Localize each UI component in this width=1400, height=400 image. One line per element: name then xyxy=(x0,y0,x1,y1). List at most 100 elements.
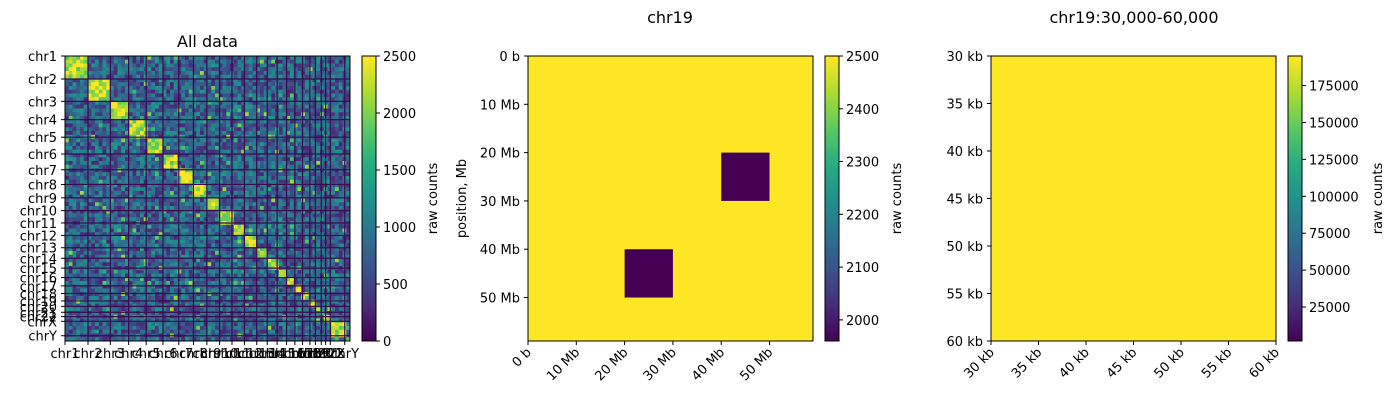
heat-cell xyxy=(155,157,160,162)
heat-cell xyxy=(316,67,321,72)
heat-cell xyxy=(320,153,325,158)
heat-cell xyxy=(140,127,145,132)
heat-cell xyxy=(102,142,107,147)
heat-cell xyxy=(211,239,216,244)
heat-cell xyxy=(286,149,291,154)
heat-cell xyxy=(316,108,321,113)
heat-cell xyxy=(173,138,178,143)
heat-cell xyxy=(290,262,295,267)
heat-cell xyxy=(237,292,242,297)
heat-cell xyxy=(338,176,343,181)
heat-cell xyxy=(196,86,201,91)
heat-cell xyxy=(301,119,306,124)
heat-cell xyxy=(222,149,227,154)
heat-cell xyxy=(271,292,276,297)
heat-cell xyxy=(196,149,201,154)
heat-cell xyxy=(301,228,306,233)
heat-cell xyxy=(256,116,261,121)
heat-cell xyxy=(245,108,250,113)
heat-cell xyxy=(98,161,103,166)
heat-cell xyxy=(185,254,190,259)
heat-cell xyxy=(338,183,343,188)
heat-cell xyxy=(263,269,268,274)
heat-cell xyxy=(170,153,175,158)
heat-cell xyxy=(125,232,130,237)
heat-cell xyxy=(110,228,115,233)
heat-cell xyxy=(320,191,325,196)
heat-cell xyxy=(121,161,126,166)
heat-cell xyxy=(222,123,227,128)
heat-cell xyxy=(166,284,171,289)
heat-cell xyxy=(121,262,126,267)
heat-cell xyxy=(177,119,182,124)
heat-cell xyxy=(155,251,160,256)
heat-cell xyxy=(335,187,340,192)
heat-cell xyxy=(147,123,152,128)
heat-cell xyxy=(316,277,321,282)
heat-cell xyxy=(282,239,287,244)
heat-cell xyxy=(87,131,92,136)
heat-cell xyxy=(248,149,253,154)
heat-cell xyxy=(301,194,306,199)
heat-cell xyxy=(185,258,190,263)
heat-cell xyxy=(170,82,175,87)
heat-cell xyxy=(196,239,201,244)
heat-cell xyxy=(158,243,163,248)
heat-cell xyxy=(308,108,313,113)
heat-cell xyxy=(106,194,111,199)
heat-cell xyxy=(338,153,343,158)
heat-cell xyxy=(252,123,257,128)
heat-cell xyxy=(248,269,253,274)
heat-cell xyxy=(177,179,182,184)
heat-cell xyxy=(121,63,126,68)
heat-cell xyxy=(166,176,171,181)
heat-cell xyxy=(297,209,302,214)
heat-cell xyxy=(192,56,197,61)
heat-cell xyxy=(263,247,268,252)
heat-cell xyxy=(147,112,152,117)
heat-cell xyxy=(76,123,81,128)
heat-cell xyxy=(102,277,107,282)
heat-cell xyxy=(80,116,85,121)
heat-cell xyxy=(188,213,193,218)
heat-cell xyxy=(91,149,96,154)
heat-cell xyxy=(196,176,201,181)
heat-cell xyxy=(263,228,268,233)
heat-cell xyxy=(166,187,171,192)
heat-cell xyxy=(241,243,246,248)
heat-cell xyxy=(177,183,182,188)
heat-cell xyxy=(102,262,107,267)
heat-cell xyxy=(166,168,171,173)
heat-cell xyxy=(132,131,137,136)
heat-cell xyxy=(327,119,332,124)
heat-cell xyxy=(222,116,227,121)
heat-cell xyxy=(312,116,317,121)
heat-cell xyxy=(260,149,265,154)
heat-cell xyxy=(320,89,325,94)
heat-cell xyxy=(327,168,332,173)
heat-cell xyxy=(338,108,343,113)
heat-cell xyxy=(177,89,182,94)
heat-cell xyxy=(286,78,291,83)
heat-cell xyxy=(338,89,343,94)
heat-cell xyxy=(162,157,167,162)
heat-cell xyxy=(331,168,336,173)
heat-cell xyxy=(106,247,111,252)
heat-cell xyxy=(113,232,118,237)
heat-cell xyxy=(331,254,336,259)
heat-cell xyxy=(200,292,205,297)
heat-cell xyxy=(286,172,291,177)
heat-cell xyxy=(293,288,298,293)
heat-cell xyxy=(338,164,343,169)
heat-cell xyxy=(173,194,178,199)
heat-cell xyxy=(155,108,160,113)
heat-cell xyxy=(177,127,182,132)
heat-cell xyxy=(113,157,118,162)
heat-cell xyxy=(346,191,351,196)
heat-cell xyxy=(83,153,88,158)
heat-cell xyxy=(252,176,257,181)
heat-cell xyxy=(305,194,310,199)
heat-cell xyxy=(106,176,111,181)
heat-cell xyxy=(80,194,85,199)
heat-cell xyxy=(177,56,182,61)
